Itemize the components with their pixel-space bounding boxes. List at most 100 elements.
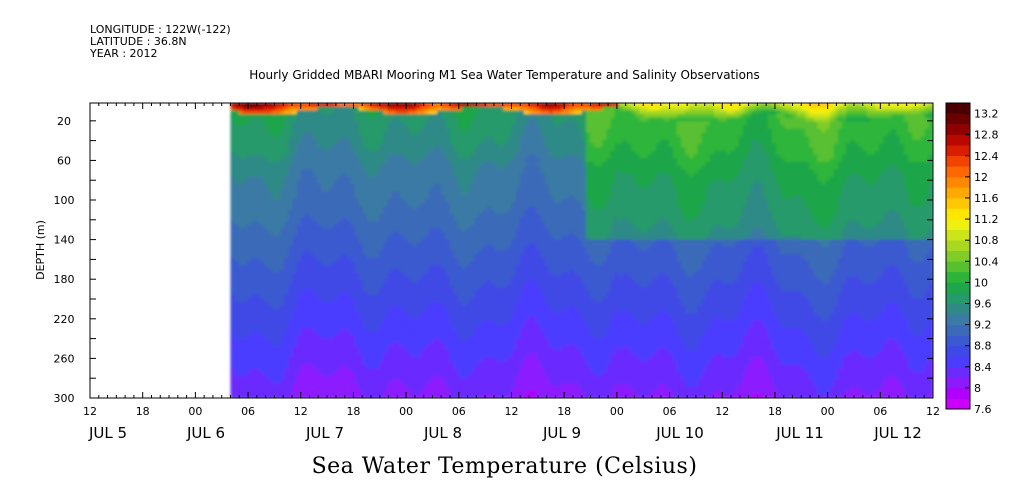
field-cell <box>461 313 467 318</box>
field-cell <box>466 287 471 292</box>
field-cell <box>457 121 463 126</box>
field-cell <box>399 254 405 259</box>
field-cell <box>371 287 376 292</box>
field-cell <box>292 283 298 288</box>
field-cell <box>346 357 351 362</box>
field-cell <box>399 143 405 148</box>
field-cell <box>478 246 484 252</box>
field-cell <box>445 357 451 362</box>
field-cell <box>457 331 463 336</box>
field-cell <box>416 309 422 314</box>
field-cell <box>342 235 347 241</box>
field-cell <box>437 268 442 274</box>
field-cell <box>313 305 318 311</box>
field-cell <box>321 394 327 398</box>
field-cell <box>304 320 310 325</box>
field-cell <box>441 316 446 322</box>
field-cell <box>309 346 314 351</box>
field-cell <box>408 224 413 229</box>
field-cell <box>416 283 422 288</box>
field-cell <box>408 372 413 377</box>
field-cell <box>275 103 281 108</box>
field-cell <box>325 350 331 355</box>
field-cell <box>478 298 484 303</box>
field-cell <box>449 206 455 211</box>
field-cell <box>263 114 269 119</box>
field-cell <box>391 257 397 263</box>
field-cell <box>350 375 356 381</box>
field-cell <box>486 217 492 222</box>
field-cell <box>271 357 277 362</box>
field-cell <box>263 132 269 137</box>
field-cell <box>453 209 459 215</box>
field-cell <box>379 162 384 167</box>
field-cell <box>271 246 277 252</box>
field-cell <box>230 265 236 270</box>
field-cell <box>234 331 240 336</box>
field-cell <box>428 187 434 193</box>
field-cell <box>399 195 405 200</box>
field-cell <box>354 257 360 263</box>
field-cell <box>296 158 302 163</box>
field-cell <box>453 103 459 108</box>
field-cell <box>375 390 380 395</box>
field-cell <box>441 169 446 174</box>
field-cell <box>404 243 409 248</box>
field-cell <box>263 158 269 163</box>
field-cell <box>474 339 480 344</box>
field-cell <box>474 294 480 300</box>
field-cell <box>325 191 331 196</box>
field-cell <box>420 339 426 344</box>
field-cell <box>366 346 372 351</box>
field-cell <box>267 257 273 263</box>
field-cell <box>317 195 323 200</box>
field-cell <box>337 342 343 347</box>
field-cell <box>470 243 475 248</box>
field-cell <box>350 121 356 126</box>
field-cell <box>242 209 248 215</box>
field-cell <box>387 379 393 384</box>
field-cell <box>247 132 252 137</box>
field-cell <box>259 228 265 233</box>
field-cell <box>263 272 269 277</box>
field-cell <box>354 346 360 351</box>
field-cell <box>271 125 277 130</box>
field-cell <box>437 320 442 325</box>
field-cell <box>300 198 306 204</box>
field-cell <box>474 291 480 296</box>
field-cell <box>482 243 488 248</box>
field-cell <box>267 302 273 307</box>
field-cell <box>375 350 380 355</box>
field-cell <box>395 368 401 373</box>
field-cell <box>461 327 467 333</box>
field-cell <box>445 143 451 148</box>
field-cell <box>391 394 397 398</box>
field-cell <box>275 364 281 370</box>
field-cell <box>371 114 376 119</box>
field-cell <box>486 184 492 189</box>
field-cell <box>280 209 285 215</box>
field-cell <box>296 169 302 174</box>
field-cell <box>466 136 471 141</box>
field-cell <box>337 254 343 259</box>
field-cell <box>461 165 467 170</box>
field-cell <box>342 372 347 377</box>
field-cell <box>284 103 289 108</box>
field-cell <box>432 243 438 248</box>
field-cell <box>445 276 451 281</box>
field-cell <box>466 154 471 159</box>
field-cell <box>428 342 434 347</box>
field-cell <box>420 239 426 244</box>
field-cell <box>466 191 471 196</box>
field-cell <box>391 136 397 141</box>
field-cell <box>391 239 397 244</box>
field-cell <box>300 335 306 340</box>
field-cell <box>461 198 467 204</box>
field-cell <box>482 217 488 222</box>
field-cell <box>457 224 463 229</box>
field-cell <box>420 139 426 145</box>
field-cell <box>461 386 467 392</box>
field-cell <box>292 209 298 215</box>
field-cell <box>453 386 459 392</box>
field-cell <box>375 209 380 215</box>
